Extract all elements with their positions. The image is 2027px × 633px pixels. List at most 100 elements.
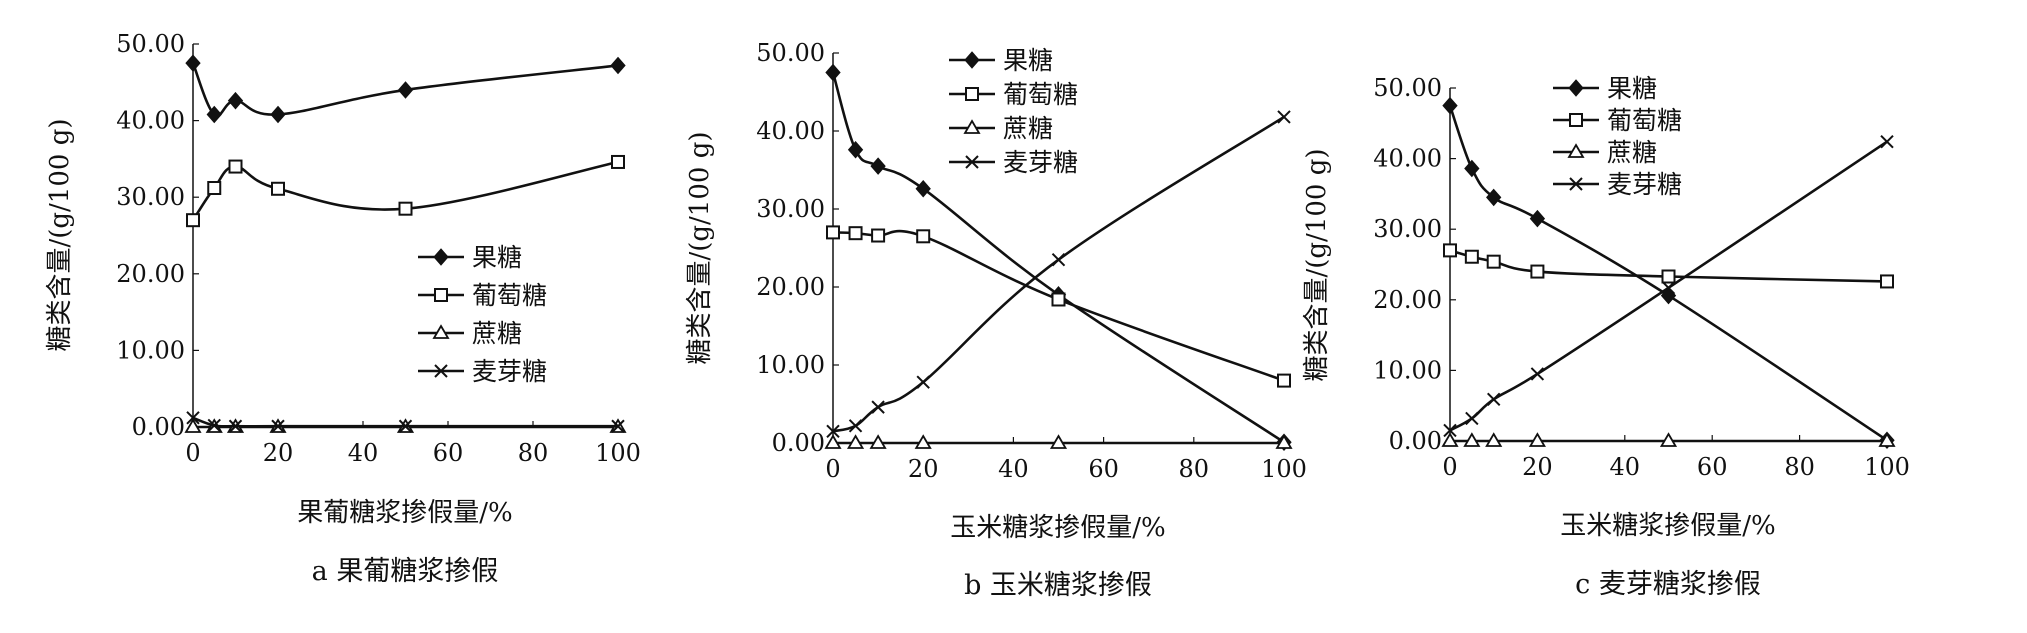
data-point bbox=[271, 181, 285, 196]
y-axis-title: 糖类含量/(g/100 g) bbox=[45, 119, 75, 352]
data-point bbox=[1878, 432, 1896, 447]
data-point bbox=[870, 157, 886, 175]
data-point bbox=[270, 105, 286, 124]
data-point bbox=[398, 201, 413, 216]
y-tick-label: 50.00 bbox=[1373, 74, 1442, 102]
series-x bbox=[1443, 134, 1894, 438]
series-square bbox=[826, 225, 1291, 388]
y-tick-label: 20.00 bbox=[116, 260, 185, 288]
legend-marker bbox=[965, 87, 979, 101]
y-axis-title: 糖类含量/(g/100 g) bbox=[1302, 149, 1332, 382]
legend-label: 麦芽糖 bbox=[472, 357, 547, 386]
chart-panel-1: 0.00 10.00 20.00 30.00 40.00 50.00 0 20 40 60 80 10… bbox=[685, 39, 1307, 601]
y-axis-title: 糖类含量/(g/100 g) bbox=[685, 132, 715, 365]
data-point bbox=[186, 213, 200, 228]
data-point bbox=[871, 228, 886, 243]
legend-label: 果糖 bbox=[1607, 74, 1657, 103]
data-point bbox=[1443, 243, 1457, 258]
series-triangle bbox=[1441, 432, 1896, 447]
x-tick-label: 20 bbox=[263, 439, 294, 467]
data-point bbox=[1464, 159, 1480, 178]
y-tick-label: 40.00 bbox=[756, 117, 825, 145]
data-point bbox=[1443, 423, 1457, 438]
data-point bbox=[1442, 96, 1458, 115]
series-diamond bbox=[185, 54, 626, 124]
x-tick-label: 60 bbox=[1697, 453, 1728, 481]
y-tick-label: 0.00 bbox=[132, 413, 185, 441]
series-triangle bbox=[824, 434, 1293, 449]
series-line bbox=[831, 72, 1285, 444]
legend-marker bbox=[964, 51, 980, 69]
legend-label: 麦芽糖 bbox=[1003, 148, 1078, 177]
y-tick-label: 20.00 bbox=[756, 273, 825, 301]
x-tick-label: 80 bbox=[518, 439, 549, 467]
y-tick-label: 50.00 bbox=[756, 39, 825, 67]
data-point bbox=[916, 375, 930, 389]
data-point bbox=[869, 434, 887, 449]
data-point bbox=[1486, 254, 1501, 269]
data-point bbox=[847, 140, 864, 159]
x-tick-label: 100 bbox=[1261, 455, 1307, 483]
data-point bbox=[1528, 432, 1546, 447]
data-point bbox=[185, 54, 201, 72]
x-tick-label: 60 bbox=[1088, 455, 1119, 483]
x-tick-label: 40 bbox=[998, 455, 1029, 483]
data-point bbox=[207, 418, 221, 433]
x-tick-label: 0 bbox=[825, 455, 840, 483]
y-tick-label: 10.00 bbox=[1373, 356, 1442, 384]
data-point bbox=[1465, 411, 1479, 426]
legend-marker bbox=[1569, 113, 1583, 127]
series-diamond bbox=[1442, 96, 1895, 450]
legend-label: 葡萄糖 bbox=[1607, 106, 1682, 135]
data-point bbox=[848, 419, 863, 433]
data-point bbox=[1275, 434, 1293, 449]
data-point bbox=[397, 81, 414, 99]
data-point bbox=[1277, 373, 1291, 388]
data-point bbox=[1051, 252, 1066, 267]
data-point bbox=[184, 418, 202, 433]
legend-marker bbox=[963, 119, 981, 134]
data-point bbox=[846, 434, 865, 449]
x-tick-label: 40 bbox=[1610, 453, 1641, 481]
x-tick-label: 80 bbox=[1784, 453, 1815, 481]
data-point bbox=[1661, 269, 1676, 284]
legend-label: 葡萄糖 bbox=[472, 281, 547, 310]
y-tick-label: 40.00 bbox=[116, 107, 185, 135]
x-tick-label: 0 bbox=[185, 439, 200, 467]
data-point bbox=[915, 179, 931, 198]
data-point bbox=[848, 226, 863, 241]
data-point bbox=[824, 434, 842, 449]
series-square bbox=[186, 154, 625, 228]
legend-marker bbox=[432, 324, 450, 339]
legend-marker bbox=[1568, 79, 1584, 97]
legend-marker bbox=[433, 248, 449, 266]
data-point bbox=[271, 419, 285, 433]
legend-label: 葡萄糖 bbox=[1003, 80, 1078, 109]
series-square bbox=[1443, 243, 1894, 289]
data-point bbox=[611, 419, 625, 433]
panel-caption: b 玉米糖浆掺假 bbox=[964, 570, 1152, 601]
series-x bbox=[826, 110, 1291, 439]
legend-label: 果糖 bbox=[1003, 46, 1053, 75]
data-point bbox=[826, 424, 840, 439]
x-axis-title: 果葡糖浆掺假量/% bbox=[297, 498, 512, 528]
chart-panel-2: 0.00 10.00 20.00 30.00 40.00 50.00 0 20 40 60 80 10… bbox=[1302, 74, 1910, 600]
x-tick-label: 100 bbox=[595, 439, 641, 467]
data-point bbox=[398, 419, 413, 433]
data-point bbox=[1486, 188, 1502, 207]
panel-caption: a 果葡糖浆掺假 bbox=[312, 556, 499, 587]
y-tick-label: 30.00 bbox=[116, 183, 185, 211]
y-tick-label: 30.00 bbox=[1373, 215, 1442, 243]
y-tick-label: 20.00 bbox=[1373, 286, 1442, 314]
legend-marker bbox=[434, 364, 448, 378]
legend-label: 蔗糖 bbox=[1607, 138, 1657, 167]
legend-label: 蔗糖 bbox=[472, 319, 522, 348]
data-point bbox=[1529, 209, 1546, 228]
x-tick-label: 60 bbox=[433, 439, 464, 467]
x-tick-label: 20 bbox=[908, 455, 939, 483]
x-tick-label: 20 bbox=[1522, 453, 1553, 481]
data-point bbox=[916, 229, 931, 244]
data-point bbox=[914, 434, 932, 449]
data-point bbox=[1659, 432, 1678, 447]
data-point bbox=[228, 419, 243, 433]
